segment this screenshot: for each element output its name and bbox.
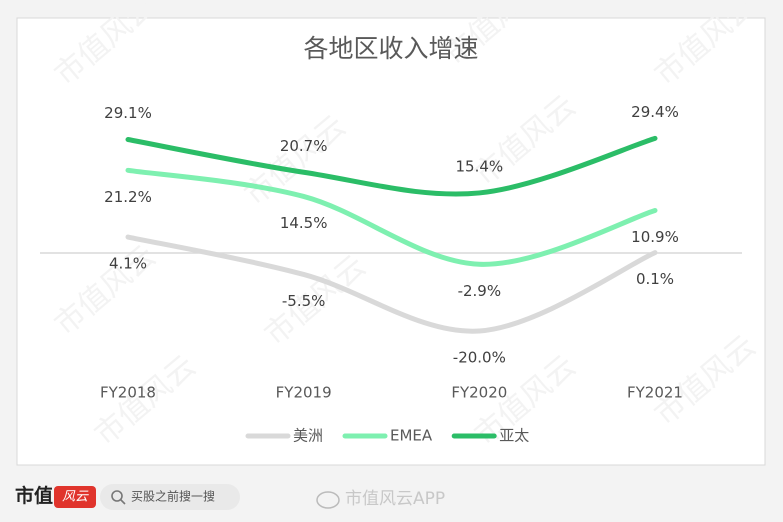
series-line (125, 167, 658, 267)
data-label: 10.9% (631, 228, 679, 246)
brand-mark: 风云 (62, 490, 89, 505)
weibo-icon (316, 491, 340, 509)
chart-title: 各地区收入增速 (303, 34, 478, 63)
data-label: 0.1% (636, 270, 674, 288)
x-tick-label: FY2020 (451, 384, 507, 402)
data-label: -20.0% (453, 349, 506, 367)
search-placeholder: 买股之前搜一搜 (131, 489, 215, 504)
data-label: -5.5% (282, 292, 326, 310)
x-tick-label: FY2019 (276, 384, 332, 402)
data-label: 29.1% (104, 104, 152, 122)
brand: 市值 (15, 484, 53, 507)
legend-label: EMEA (390, 427, 433, 445)
x-tick-label: FY2021 (627, 384, 683, 402)
search-box[interactable] (100, 484, 240, 510)
data-label: 4.1% (109, 255, 147, 273)
data-label: 15.4% (456, 157, 504, 175)
data-label: 21.2% (104, 188, 152, 206)
legend-label: 美洲 (293, 427, 323, 445)
data-label: 20.7% (280, 137, 328, 155)
legend-label: 亚太 (499, 427, 529, 445)
search-icon-handle (120, 499, 126, 505)
data-label: -2.9% (458, 282, 502, 300)
data-label: 14.5% (280, 214, 328, 232)
brand-mark-box (54, 486, 96, 508)
data-label: 29.4% (631, 103, 679, 121)
series-line (125, 135, 658, 197)
x-tick-label: FY2018 (100, 384, 156, 402)
search-icon (111, 490, 123, 502)
series-line (125, 234, 658, 334)
app-watermark: 市值风云APP (345, 489, 445, 509)
